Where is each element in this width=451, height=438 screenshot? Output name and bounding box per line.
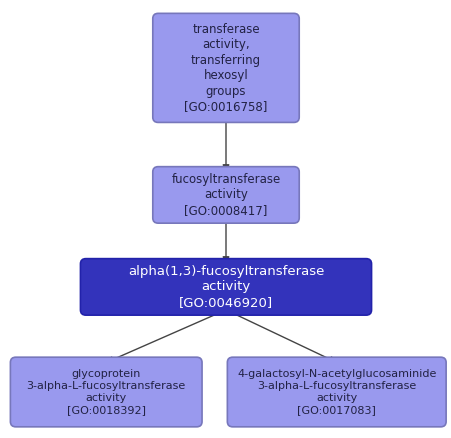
Text: transferase
activity,
transferring
hexosyl
groups
[GO:0016758]: transferase activity, transferring hexos… (184, 23, 267, 113)
Text: alpha(1,3)-fucosyltransferase
activity
[GO:0046920]: alpha(1,3)-fucosyltransferase activity [… (128, 265, 323, 309)
FancyBboxPatch shape (10, 357, 202, 427)
Text: glycoprotein
3-alpha-L-fucosyltransferase
activity
[GO:0018392]: glycoprotein 3-alpha-L-fucosyltransferas… (27, 369, 185, 415)
FancyBboxPatch shape (80, 258, 371, 315)
Text: 4-galactosyl-N-acetylglucosaminide
3-alpha-L-fucosyltransferase
activity
[GO:001: 4-galactosyl-N-acetylglucosaminide 3-alp… (236, 369, 436, 415)
FancyBboxPatch shape (152, 14, 299, 123)
Text: fucosyltransferase
activity
[GO:0008417]: fucosyltransferase activity [GO:0008417] (171, 173, 280, 217)
FancyBboxPatch shape (152, 167, 299, 223)
FancyBboxPatch shape (227, 357, 445, 427)
